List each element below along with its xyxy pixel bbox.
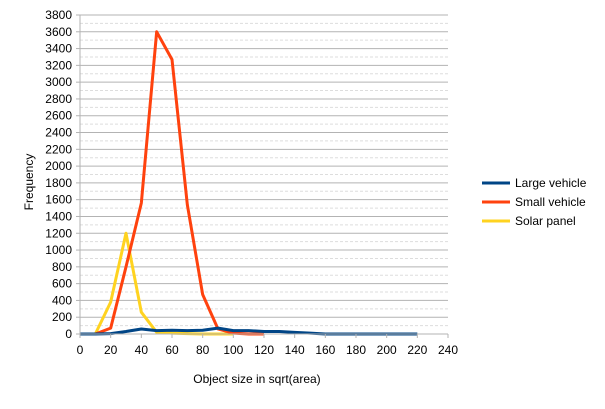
y-tick-label: 3000 — [45, 75, 72, 89]
y-tick-label: 3400 — [45, 42, 72, 56]
x-tick-label: 60 — [165, 343, 179, 357]
x-tick-label: 0 — [77, 343, 84, 357]
y-tick-label: 2800 — [45, 92, 72, 106]
x-tick-label: 20 — [104, 343, 118, 357]
y-tick-label: 2000 — [45, 159, 72, 173]
y-tick-label: 1000 — [45, 243, 72, 257]
y-tick-label: 1400 — [45, 209, 72, 223]
y-axis-label: Frequency — [22, 154, 36, 211]
y-tick-label: 2400 — [45, 126, 72, 140]
x-tick-label: 140 — [285, 343, 305, 357]
x-tick-label: 120 — [254, 343, 274, 357]
x-tick-label: 80 — [196, 343, 210, 357]
y-tick-label: 1800 — [45, 176, 72, 190]
legend-label-solar-panel: Solar panel — [515, 214, 576, 228]
y-tick-label: 1200 — [45, 226, 72, 240]
y-tick-label: 600 — [52, 277, 72, 291]
legend-label-large-vehicle: Large vehicle — [515, 176, 587, 190]
x-tick-label: 40 — [135, 343, 149, 357]
axes: 0200400600800100012001400160018002000220… — [45, 8, 458, 357]
y-tick-label: 1600 — [45, 193, 72, 207]
y-tick-label: 0 — [65, 327, 72, 341]
y-tick-label: 400 — [52, 293, 72, 307]
y-tick-label: 3800 — [45, 8, 72, 22]
x-axis-label: Object size in sqrt(area) — [193, 372, 320, 386]
y-tick-label: 2600 — [45, 109, 72, 123]
y-tick-label: 3200 — [45, 58, 72, 72]
x-tick-label: 220 — [407, 343, 427, 357]
legend-label-small-vehicle: Small vehicle — [515, 195, 586, 209]
x-tick-label: 100 — [223, 343, 243, 357]
x-tick-label: 160 — [315, 343, 335, 357]
y-tick-label: 200 — [52, 310, 72, 324]
series-line-small-vehicle — [94, 30, 264, 336]
x-tick-label: 180 — [346, 343, 366, 357]
y-tick-label: 3600 — [45, 25, 72, 39]
y-tick-label: 2200 — [45, 142, 72, 156]
legend: Large vehicle Small vehicle Solar panel — [482, 176, 587, 228]
x-tick-label: 240 — [438, 343, 458, 357]
y-tick-label: 800 — [52, 260, 72, 274]
x-tick-label: 200 — [377, 343, 397, 357]
